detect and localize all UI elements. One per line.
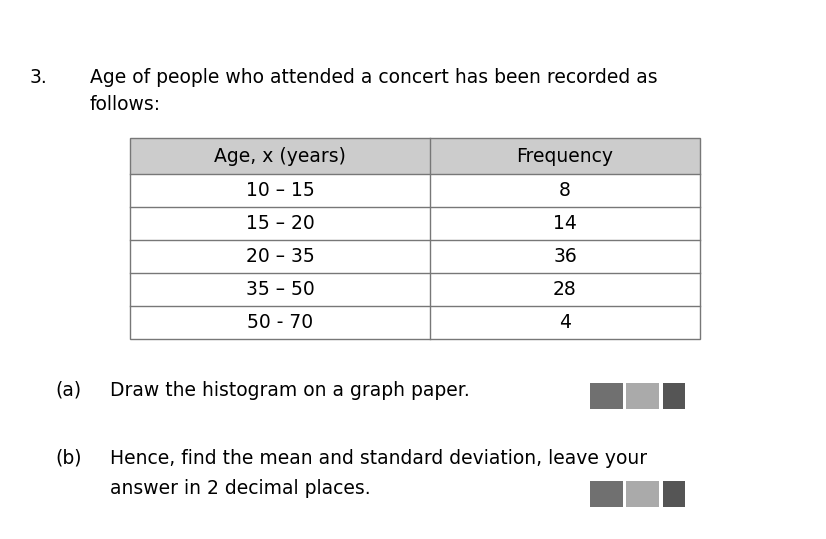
Text: 20 – 35: 20 – 35 xyxy=(245,247,315,266)
Text: 28: 28 xyxy=(553,280,577,299)
Text: Draw the histogram on a graph paper.: Draw the histogram on a graph paper. xyxy=(110,381,470,400)
Text: Age, x (years): Age, x (years) xyxy=(214,147,346,165)
Text: 35 – 50: 35 – 50 xyxy=(245,280,315,299)
Text: Frequency: Frequency xyxy=(516,147,614,165)
Text: follows:: follows: xyxy=(90,95,161,114)
Bar xyxy=(626,383,659,409)
Text: 10 – 15: 10 – 15 xyxy=(245,181,315,200)
Bar xyxy=(626,481,659,507)
Text: answer in 2 decimal places.: answer in 2 decimal places. xyxy=(110,479,371,498)
Bar xyxy=(130,138,700,339)
Bar xyxy=(663,383,685,409)
Text: 15 – 20: 15 – 20 xyxy=(245,214,315,233)
Text: 50 - 70: 50 - 70 xyxy=(247,313,313,332)
Bar xyxy=(430,138,700,174)
Bar xyxy=(590,481,623,507)
Text: 36: 36 xyxy=(553,247,577,266)
Text: Hence, find the mean and standard deviation, leave your: Hence, find the mean and standard deviat… xyxy=(110,449,647,468)
Text: 8: 8 xyxy=(559,181,571,200)
Text: 14: 14 xyxy=(553,214,577,233)
Bar xyxy=(590,383,623,409)
Text: (b): (b) xyxy=(55,449,82,468)
Bar xyxy=(663,481,685,507)
Text: (a): (a) xyxy=(55,381,81,400)
Bar xyxy=(130,138,430,174)
Text: 3.: 3. xyxy=(30,68,48,87)
Text: Age of people who attended a concert has been recorded as: Age of people who attended a concert has… xyxy=(90,68,657,87)
Text: 4: 4 xyxy=(559,313,571,332)
